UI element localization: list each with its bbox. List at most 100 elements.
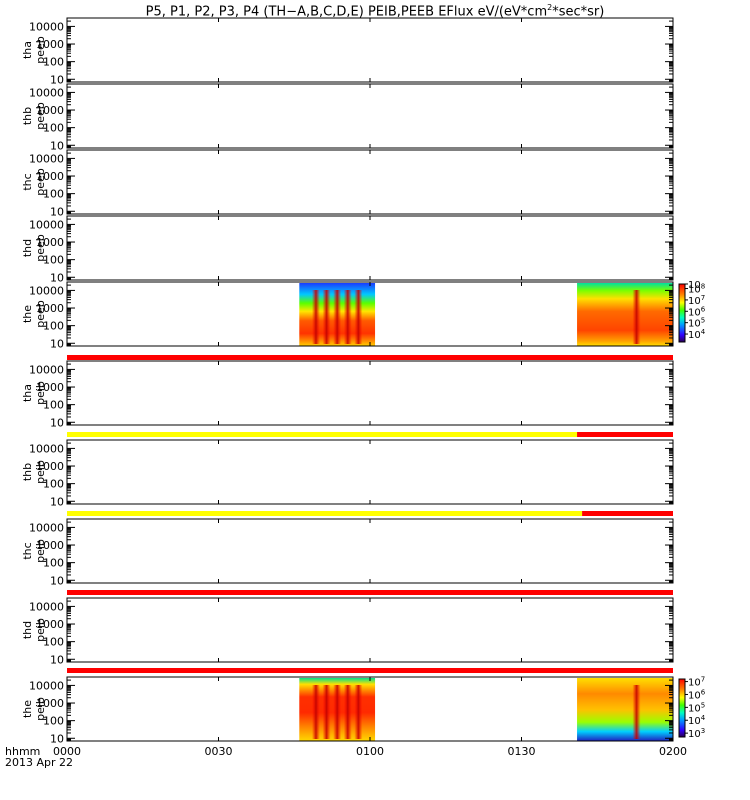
- panel-label-probe: thd: [21, 239, 34, 257]
- plot-title: P5, P1, P2, P3, P4 (TH−A,B,C,D,E) PEIB,P…: [0, 0, 750, 20]
- y-tick-label: 10000: [29, 679, 64, 692]
- colorbar-tick-exponent: 5: [701, 317, 705, 325]
- colorbar-tick-label: 104: [688, 328, 706, 341]
- y-tick-label: 10: [50, 205, 64, 218]
- panel-thd-peeb: 10 100 1000 10000 thd peeb: [21, 215, 674, 284]
- x-tick-label: 0100: [356, 745, 384, 758]
- y-tick-label: 10000: [29, 600, 64, 613]
- y-tick-label: 1000: [36, 539, 64, 552]
- y-tick-label: 10000: [29, 284, 64, 297]
- panel-thb-peib: 10 100 1000 10000 thb peib: [21, 439, 674, 508]
- data-streak: [311, 685, 320, 739]
- panel-thb-peeb: 10 100 1000 10000 thb peeb: [21, 83, 674, 152]
- colorbar-tick-exponent: 8: [701, 283, 705, 291]
- mode-bar-4: [67, 590, 673, 595]
- mode-bar-segment: [67, 432, 578, 437]
- colorbar-tick-exponent: 7: [701, 676, 705, 684]
- mode-bar-3: [67, 511, 673, 516]
- data-streak: [632, 685, 641, 739]
- mode-bar-1: [67, 355, 673, 360]
- y-tick-label: 100: [43, 399, 64, 412]
- y-tick-label: 10: [50, 139, 64, 152]
- data-streak: [343, 290, 352, 344]
- x-tick-label: 0130: [508, 745, 536, 758]
- y-tick-label: 10: [50, 73, 64, 86]
- panel-label-probe: the: [21, 305, 34, 323]
- y-tick-label: 1000: [36, 38, 64, 51]
- y-tick-label: 100: [43, 188, 64, 201]
- y-tick-label: 10000: [29, 152, 64, 165]
- y-tick-label: 1000: [36, 302, 64, 315]
- title-tail: *sec*sr): [552, 4, 605, 20]
- panel-frame: [66, 17, 674, 83]
- colorbar-tick-label: 103: [688, 727, 705, 740]
- mode-bar-2: [67, 432, 673, 437]
- mode-bar-segment: [582, 511, 673, 516]
- colorbar-tick-exponent: 3: [701, 727, 705, 735]
- time-axis-label: hhmm: [5, 745, 41, 758]
- data-streak: [632, 290, 641, 344]
- panel-frame: [66, 83, 674, 149]
- mode-bar-segment: [67, 668, 673, 673]
- y-axis: 10 100 1000 10000: [29, 215, 673, 284]
- panel-label-probe: thc: [21, 542, 34, 559]
- colorbar-tick-exponent: 5: [701, 701, 705, 709]
- x-axis: 0000 0030 0100 0130 0200: [53, 745, 687, 758]
- data-streak: [354, 290, 363, 344]
- panel-label-product: peeb: [34, 102, 47, 130]
- y-axis: 10 100 1000 10000: [29, 83, 673, 152]
- colorbar-tick-exponent: 4: [701, 328, 706, 336]
- panel-frame: [66, 149, 674, 215]
- y-tick-label: 1000: [36, 618, 64, 631]
- y-tick-label: 10: [50, 732, 64, 745]
- y-tick-label: 1000: [36, 460, 64, 473]
- y-tick-label: 1000: [36, 236, 64, 249]
- y-tick-label: 100: [43, 557, 64, 570]
- panel-label-probe: thb: [21, 463, 34, 481]
- y-tick-label: 1000: [36, 104, 64, 117]
- panel-label-probe: tha: [21, 41, 34, 59]
- colorbar-tick-exponent: 6: [701, 688, 706, 696]
- mode-bar-5: [67, 668, 673, 673]
- panel-tha-peeb: 10 100 1000 10000 tha peeb: [21, 17, 674, 86]
- data-streak: [311, 290, 320, 344]
- panel-label-probe: thb: [21, 107, 34, 125]
- y-tick-label: 10000: [29, 363, 64, 376]
- y-tick-label: 100: [43, 478, 64, 491]
- y-tick-label: 10: [50, 337, 64, 350]
- y-axis: 10 100 1000 10000: [29, 149, 673, 218]
- panel-label-product: peib: [34, 381, 47, 405]
- y-tick-label: 100: [43, 254, 64, 267]
- panel-label-probe: the: [21, 700, 34, 718]
- panel-frame: [66, 215, 674, 281]
- panel-tha-peib: 10 100 1000 10000 tha peib: [21, 360, 674, 429]
- panel-frame: [66, 597, 674, 663]
- y-tick-label: 100: [43, 636, 64, 649]
- y-axis: 10 100 1000 10000: [29, 439, 673, 508]
- y-axis: 10 100 1000 10000: [29, 360, 673, 429]
- y-tick-label: 10000: [29, 86, 64, 99]
- panel-label-probe: thd: [21, 621, 34, 639]
- colorbar-tick-exponent: 4: [701, 714, 706, 722]
- data-streak: [322, 290, 331, 344]
- mode-bar-segment: [67, 590, 673, 595]
- y-tick-label: 100: [43, 715, 64, 728]
- colorbar-tick-exponent: 7: [701, 294, 705, 302]
- y-tick-label: 10: [50, 271, 64, 284]
- panel-label-product: peeb: [34, 168, 47, 196]
- y-tick-label: 10000: [29, 218, 64, 231]
- panel-frame: [66, 439, 674, 505]
- date-label: 2013 Apr 22: [5, 756, 74, 769]
- data-streak: [333, 685, 342, 739]
- y-axis: 10 100 1000 10000: [29, 597, 673, 666]
- data-streak: [322, 685, 331, 739]
- colorbar-scale: [678, 678, 686, 738]
- colorbar-tick-label: 104: [688, 714, 706, 727]
- y-tick-label: 10: [50, 653, 64, 666]
